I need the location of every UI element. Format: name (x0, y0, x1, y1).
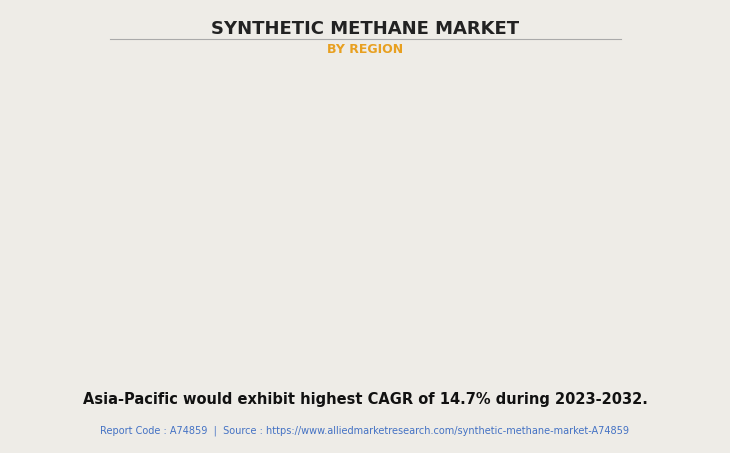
Text: Asia-Pacific would exhibit highest CAGR of 14.7% during 2023-2032.: Asia-Pacific would exhibit highest CAGR … (82, 392, 648, 407)
Text: SYNTHETIC METHANE MARKET: SYNTHETIC METHANE MARKET (211, 20, 519, 39)
Text: BY REGION: BY REGION (327, 43, 403, 56)
Text: Report Code : A74859  |  Source : https://www.alliedmarketresearch.com/synthetic: Report Code : A74859 | Source : https://… (101, 425, 629, 436)
